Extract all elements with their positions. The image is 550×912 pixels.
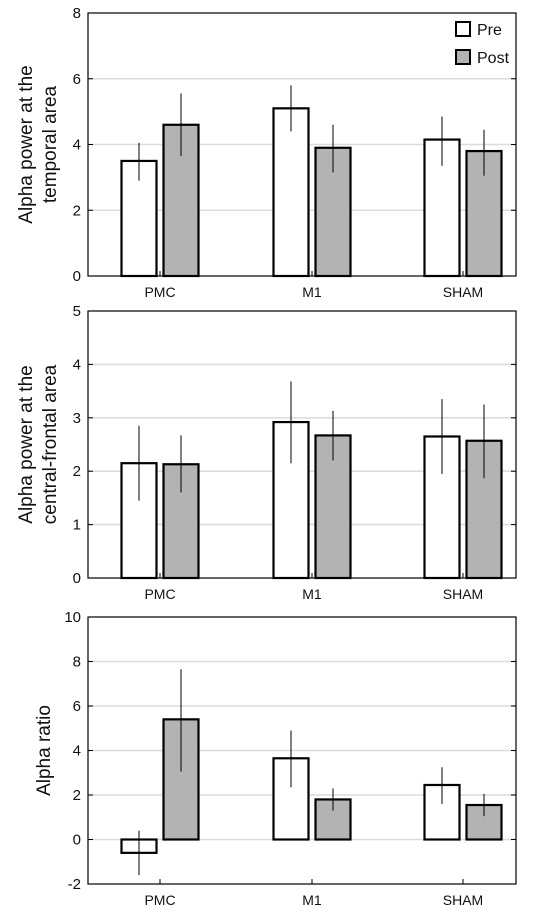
y-tick-label: 5 (73, 303, 81, 320)
y-tick-label: 3 (73, 410, 81, 427)
category-label: SHAM (443, 892, 483, 908)
category-label: SHAM (443, 586, 483, 602)
y-tick-label: 0 (73, 832, 81, 849)
y-tick-label: 0 (73, 268, 81, 285)
bar-pre-pmc (120, 462, 158, 580)
y-tick-label: 4 (73, 137, 81, 154)
y-axis-label: temporal area (40, 85, 61, 203)
category-label: PMC (144, 284, 175, 300)
y-tick-label: 8 (73, 654, 81, 671)
category-label: SHAM (443, 284, 483, 300)
plot-frame (87, 310, 517, 579)
bar-pre-m1 (272, 107, 310, 278)
y-axis-label: Alpha power at the (16, 65, 37, 223)
y-tick-label: 2 (73, 202, 81, 219)
category-label: M1 (302, 586, 322, 602)
chart-panel-1: 0 2 4 6 8 PMC M1 SHAM Alpha power at the temporal… (16, 5, 517, 300)
y-tick-label: 6 (73, 71, 81, 88)
legend-swatch-pre (455, 21, 471, 37)
legend-swatch-post (455, 49, 471, 65)
chart-panel-3: -2 0 2 4 6 8 10 PMC M1 SHAM Alpha ratio (34, 609, 517, 908)
y-tick-label: 1 (73, 517, 81, 534)
y-tick-label: 8 (73, 5, 81, 22)
y-axis-label: Alpha ratio (34, 705, 55, 796)
category-label: M1 (302, 284, 322, 300)
y-tick-label: 4 (73, 743, 81, 760)
y-tick-label: 6 (73, 698, 81, 715)
y-axis-label: Alpha power at the (16, 365, 37, 523)
legend-label-post: Post (477, 50, 510, 67)
y-axis-label: central-frontal area (40, 364, 61, 524)
legend: Pre Post (455, 21, 510, 67)
chart-panel-2: 0 1 2 3 4 5 PMC M1 SHAM Alpha power at the central… (16, 303, 517, 602)
y-tick-label: 10 (64, 609, 81, 626)
legend-label-pre: Pre (477, 22, 502, 39)
y-tick-label: 4 (73, 356, 81, 373)
y-tick-label: 2 (73, 463, 81, 480)
category-label: PMC (144, 586, 175, 602)
category-label: PMC (144, 892, 175, 908)
y-tick-label: 0 (73, 570, 81, 587)
category-label: M1 (302, 892, 322, 908)
y-tick-label: 2 (73, 787, 81, 804)
y-tick-label: -2 (68, 876, 81, 893)
